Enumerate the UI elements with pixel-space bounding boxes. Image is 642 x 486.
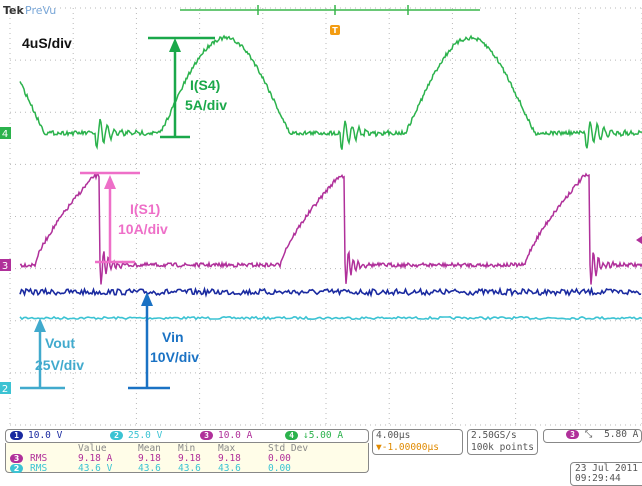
- channel-badge: 4: [285, 431, 298, 440]
- page: { "header": {"brand": "Tek", "mode": "Pr…: [0, 0, 642, 482]
- waveforms: [20, 36, 642, 319]
- i-s1-label: I(S1): [130, 201, 160, 217]
- trigger-level: 5.80 A: [604, 429, 638, 440]
- channel-scale: 25.0 V: [128, 430, 162, 441]
- i-s1-trace: [20, 174, 642, 285]
- scope-screen: Tek PreVu T 4 3 2 4uS/div I(S4) 5A/div I…: [0, 0, 642, 430]
- vout-label: Vout: [45, 335, 75, 351]
- sample-rate: 2.50GS/s: [471, 430, 517, 441]
- trigger-readout: 3 ⤡ 5.80 A: [566, 429, 638, 440]
- channel-scale: 10.0 V: [28, 430, 62, 441]
- channel-readout: 1 10.0 V: [10, 430, 62, 441]
- i-s1-arrow: [80, 173, 140, 262]
- trigger-slope: ⤡: [585, 429, 593, 440]
- vin-trace: [20, 289, 641, 295]
- channel-readout: 4 ↓5.00 A: [285, 430, 343, 441]
- channel-badge: 3: [200, 431, 213, 440]
- ch4-marker-label: 4: [2, 129, 8, 140]
- channel-scale: ↓5.00 A: [303, 430, 343, 441]
- record-bar: [180, 5, 480, 15]
- vout-arrow: [20, 318, 65, 388]
- i-s1-scale: 10A/div: [118, 221, 168, 237]
- i-s4-scale: 5A/div: [185, 97, 227, 113]
- i-s4-trace: [20, 36, 642, 150]
- i-s4-label: I(S4): [190, 77, 220, 93]
- measurement-value: 43.6 V: [78, 463, 112, 474]
- measurement-badge: 3: [10, 454, 23, 463]
- vin-label: Vin: [162, 329, 184, 345]
- channel-badge: 2: [110, 431, 123, 440]
- channel-readout: 3 10.0 A: [200, 430, 252, 441]
- measurement-badge: 2: [10, 464, 23, 473]
- timebase-note: 4uS/div: [22, 35, 72, 51]
- brand: Tek: [3, 4, 25, 17]
- graticule: [10, 8, 642, 425]
- mode: PreVu: [25, 4, 56, 17]
- time: 09:29:44: [575, 473, 621, 484]
- horizontal-scale: 4.00µs: [376, 430, 410, 441]
- measurement-value: 43.6: [178, 463, 201, 474]
- ch3-marker-label: 3: [2, 261, 8, 272]
- trigger-pos-label: T: [332, 26, 338, 35]
- measurement-value: 0.00: [268, 463, 291, 474]
- channel-badge: 1: [10, 431, 23, 440]
- trigger-level-marker: [636, 236, 642, 244]
- ch2-marker-label: 2: [2, 384, 8, 395]
- trigger-channel: 3: [566, 430, 579, 439]
- channel-readout: 2 25.0 V: [110, 430, 162, 441]
- channel-scale: 10.0 A: [218, 430, 252, 441]
- measurement-value: 43.6: [218, 463, 241, 474]
- vin-scale: 10V/div: [150, 349, 199, 365]
- record-length: 100k points: [471, 442, 534, 453]
- horizontal-position: ▼-1.00000µs: [376, 442, 439, 453]
- vout-trace: [20, 317, 642, 319]
- measurement-value: 43.6: [138, 463, 161, 474]
- measurement-label: RMS: [30, 463, 47, 474]
- vout-scale: 25V/div: [35, 357, 84, 373]
